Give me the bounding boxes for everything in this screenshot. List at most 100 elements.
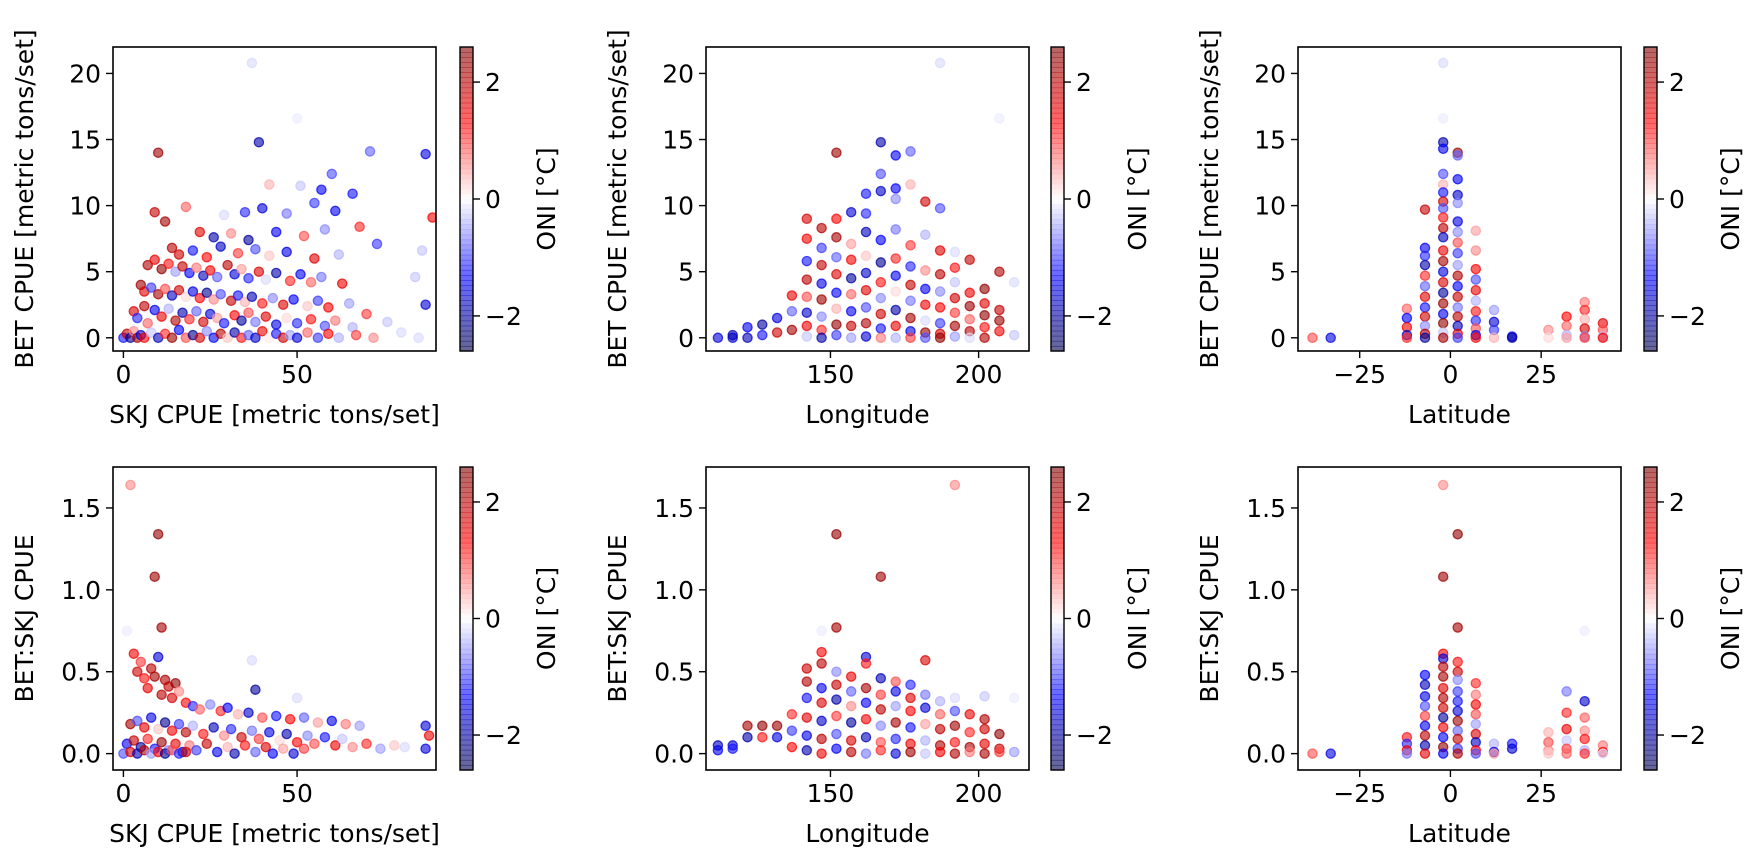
colorbar-swatch — [1644, 219, 1657, 225]
colorbar-swatch — [1644, 502, 1657, 508]
scatter-point — [934, 57, 946, 69]
scatter-point — [1470, 709, 1482, 720]
scatter-point — [1597, 332, 1609, 344]
scatter-point — [396, 327, 407, 338]
colorbar-swatch — [1644, 62, 1657, 68]
scatter-point — [305, 277, 317, 288]
colorbar-swatch — [460, 502, 473, 508]
scatter-point — [920, 332, 931, 344]
scatter-point — [816, 715, 827, 727]
scatter-point — [420, 148, 431, 160]
scatter-point — [427, 212, 436, 223]
scatter-points — [712, 479, 1020, 759]
colorbar-swatch — [460, 537, 473, 544]
colorbar-swatch — [460, 219, 473, 225]
scatter-point — [1419, 710, 1431, 722]
axes-frame — [1297, 46, 1622, 352]
colorbar: −2 0 2 ONI [°C] — [459, 466, 561, 771]
scatter-point — [1437, 212, 1449, 223]
scatter-point — [309, 738, 320, 750]
scatter-point — [194, 332, 206, 344]
scatter-point — [934, 269, 946, 280]
x-tick-label: 150 — [807, 360, 855, 389]
colorbar-swatch — [1644, 128, 1657, 134]
scatter-point — [742, 720, 753, 732]
colorbar-swatch — [1644, 694, 1657, 700]
scatter-point — [757, 720, 768, 732]
colorbar-swatch — [460, 123, 473, 129]
colorbar-swatch — [1051, 138, 1064, 144]
scatter-point — [920, 655, 931, 666]
colorbar-swatch — [1644, 603, 1657, 609]
scatter-point — [1561, 707, 1572, 718]
scatter-point — [890, 700, 901, 712]
x-tick-label: 0 — [1442, 360, 1458, 389]
axes-frame — [1297, 466, 1622, 771]
scatter-point — [340, 718, 351, 730]
x-tick-label: 25 — [1525, 779, 1557, 808]
scatter-point — [1419, 332, 1431, 344]
scatter-point — [831, 528, 842, 540]
colorbar-swatch — [460, 275, 473, 281]
scatter-point — [187, 245, 199, 256]
scatter-point — [184, 267, 195, 279]
colorbar-swatch — [1051, 663, 1064, 670]
colorbar-swatch — [1051, 744, 1064, 751]
scatter-point — [920, 748, 931, 759]
colorbar-swatch — [460, 618, 473, 625]
scatter-point — [204, 265, 216, 276]
colorbar-swatch — [1051, 320, 1064, 327]
colorbar-label: ONI [°C] — [532, 567, 561, 670]
scatter-point — [934, 695, 946, 707]
colorbar-swatch — [460, 183, 473, 190]
scatter-point — [920, 196, 931, 207]
scatter-point — [964, 746, 975, 758]
colorbar-swatch — [460, 92, 473, 99]
scatter-point — [875, 136, 887, 148]
scatter-point — [1307, 332, 1318, 344]
scatter-point — [845, 306, 857, 317]
scatter-point — [239, 296, 251, 308]
scatter-point — [298, 743, 310, 754]
colorbar-swatch — [1644, 598, 1657, 604]
scatter-point — [1401, 748, 1413, 759]
scatter-point — [1579, 304, 1590, 316]
scatter-point — [1543, 332, 1554, 344]
colorbar: −2 0 2 ONI [°C] — [1643, 46, 1745, 352]
scatter-point — [875, 185, 887, 197]
y-axis-label: BET:SKJ CPUE — [1195, 534, 1224, 702]
scatter-point — [890, 286, 901, 297]
scatter-point — [845, 700, 857, 712]
colorbar-swatch — [1644, 188, 1657, 195]
scatter-point — [152, 651, 164, 663]
colorbar-swatch — [1051, 764, 1064, 771]
scatter-point — [875, 323, 887, 334]
scatter-point — [1452, 686, 1463, 697]
scatter-point — [816, 625, 827, 637]
panel-5: 150 200 0.0 0.5 1.0 1.5 Longitude BET:SKJ CPUE −… — [603, 466, 1152, 848]
scatter-point — [831, 319, 842, 330]
colorbar-swatch — [1051, 199, 1064, 205]
scatter-point — [860, 267, 872, 279]
colorbar-swatch — [460, 674, 473, 680]
colorbar-swatch — [1051, 264, 1064, 271]
x-tick-label: 0 — [115, 779, 131, 808]
scatter-point — [166, 332, 178, 344]
scatter-point — [1419, 280, 1431, 292]
scatter-point — [270, 319, 282, 330]
scatter-point — [831, 728, 842, 740]
scatter-point — [994, 266, 1005, 277]
colorbar-tick-label: 0 — [1076, 185, 1092, 214]
x-tick-label: 25 — [1525, 360, 1557, 389]
scatter-point — [816, 697, 827, 709]
scatter-point — [831, 213, 842, 225]
scatter-point — [1437, 298, 1449, 309]
colorbar-swatch — [1051, 163, 1064, 170]
scatter-point — [121, 625, 133, 637]
scatter-point — [1452, 705, 1463, 717]
colorbar-swatch — [1644, 214, 1657, 220]
colorbar-swatch — [1644, 173, 1657, 180]
y-tick-label: 1.5 — [1246, 494, 1286, 523]
colorbar-swatch — [460, 290, 473, 296]
